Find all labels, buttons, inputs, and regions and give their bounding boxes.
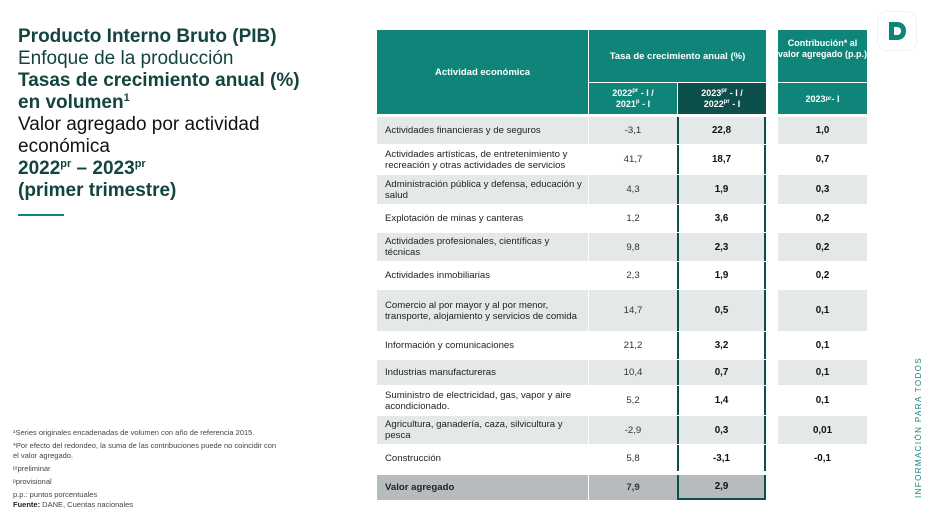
page-title: Producto Interno Bruto (PIB): [18, 26, 277, 47]
rate-2022: -3,1: [588, 117, 677, 144]
contribution-value: 0,1: [778, 386, 867, 416]
rate-2022: 5,2: [588, 386, 677, 415]
activity-label: Construcción: [377, 445, 588, 471]
table-row: Actividades inmobiliarias 2,3 1,9: [377, 262, 766, 290]
total-rate-2022: 7,9: [588, 475, 677, 500]
growth-table: Actividad económica Tasa de crecimiento …: [377, 30, 766, 501]
footnote-provisional: ᵖprovisional: [13, 477, 52, 487]
header-growth-rate: Tasa de crecimiento anual (%): [589, 30, 766, 82]
rate-2023: 0,5: [677, 290, 766, 331]
table-row: Suministro de electricidad, gas, vapor y…: [377, 386, 766, 416]
footnote-series: ¹Series originales encadenadas de volume…: [13, 428, 255, 437]
subtitle-volume: en volumen1: [18, 92, 130, 113]
rate-2022: -2,9: [588, 416, 677, 444]
total-label: Valor agregado: [385, 482, 455, 493]
rate-2022: 10,4: [588, 360, 677, 385]
rate-2023: 1,4: [677, 386, 766, 415]
header-contribution: Contribución* al valor agregado (p.p.): [778, 30, 867, 82]
rate-2022: 5,8: [588, 445, 677, 471]
footnote-pp: p.p.: puntos porcentuales: [13, 490, 98, 500]
contribution-value: 0,1: [778, 290, 867, 332]
rate-2022: 14,7: [588, 290, 677, 331]
side-tagline-text: INFORMACIÓN PARA TODOS: [914, 356, 923, 498]
contribution-value: 0,01: [778, 416, 867, 445]
contribution-value: -0,1: [778, 445, 867, 472]
rate-2023: 3,6: [677, 205, 766, 232]
footnotes: ¹Series originales encadenadas de volume…: [13, 428, 278, 509]
footnote-source: Fuente: DANE, Cuentas nacionales: [13, 499, 134, 509]
rate-2022: 41,7: [588, 145, 677, 174]
rate-2023: 1,9: [677, 262, 766, 289]
subtitle-quarter: (primer trimestre): [18, 180, 177, 201]
table-row: Construcción 5,8 -3,1: [377, 445, 766, 472]
title-block: Producto Interno Bruto (PIB) Enfoque de …: [18, 26, 348, 202]
contribution-value: 0,2: [778, 233, 867, 262]
rate-2023: 22,8: [677, 117, 766, 144]
table-row: Actividades profesionales, científicas y…: [377, 233, 766, 262]
table-row: Actividades artísticas, de entretenimien…: [377, 145, 766, 175]
activity-label: Administración pública y defensa, educac…: [385, 178, 582, 201]
subtitle-years: 2022pr – 2023pr: [18, 158, 146, 179]
rate-2022: 1,2: [588, 205, 677, 232]
rate-2023: 2,3: [677, 233, 766, 261]
contribution-value: 0,7: [778, 145, 867, 175]
title-divider: [18, 214, 64, 216]
header-activity: Actividad económica: [377, 30, 588, 114]
table-row-total: Valor agregado 7,9 2,9: [377, 475, 766, 501]
dane-logo-icon: [878, 12, 916, 50]
contribution-header: Contribución* al valor agregado (p.p.) 2…: [778, 30, 867, 114]
rate-2023: 3,2: [677, 332, 766, 359]
activity-label: Actividades artísticas, de entretenimien…: [377, 145, 588, 174]
activity-label: Información y comunicaciones: [377, 332, 588, 359]
header-2022-vs-2021: 2022pr - I / 2021p - I: [589, 83, 677, 114]
table-row: Administración pública y defensa, educac…: [377, 175, 766, 205]
header-contribution-period: 2023 pr - I: [778, 83, 867, 114]
footnote-rounding: *Por efecto del redondeo, la suma de las…: [13, 441, 277, 460]
total-rate-2023: 2,9: [677, 475, 766, 500]
activity-label: Agricultura, ganadería, caza, silvicultu…: [385, 419, 563, 441]
activity-label: Comercio al por mayor y al por menor, tr…: [385, 299, 577, 322]
contribution-value: 0,2: [778, 262, 867, 290]
subtitle-value-added: Valor agregado por actividad: [18, 114, 260, 135]
table-row: Actividades financieras y de seguros -3,…: [377, 117, 766, 145]
activity-label: Industrias manufactureras: [385, 367, 496, 378]
rate-2022: 2,3: [588, 262, 677, 289]
rate-2023: -3,1: [677, 445, 766, 471]
activity-label: Actividades inmobiliarias: [377, 262, 588, 289]
contribution-table: Contribución* al valor agregado (p.p.) 2…: [778, 30, 867, 472]
table-row: Industrias manufactureras 10,4 0,7: [377, 360, 766, 386]
contribution-value: 1,0: [778, 117, 867, 145]
subtitle-economic: económica: [18, 136, 110, 157]
activity-label: Suministro de electricidad, gas, vapor y…: [377, 386, 588, 415]
contribution-value: 0,1: [778, 332, 867, 360]
rate-2023: 1,9: [677, 175, 766, 204]
activity-label: Explotación de minas y canteras: [377, 205, 588, 232]
header-2023-vs-2022: 2023pr - I / 2022pr - I: [678, 83, 766, 114]
rate-2023: 0,3: [677, 416, 766, 444]
footnote-preliminary: ᵖʳpreliminar: [13, 463, 51, 473]
table-row: Agricultura, ganadería, caza, silvicultu…: [377, 416, 766, 445]
rate-2022: 21,2: [588, 332, 677, 359]
table-row: Información y comunicaciones 21,2 3,2: [377, 332, 766, 360]
rate-2022: 4,3: [588, 175, 677, 204]
rate-2023: 18,7: [677, 145, 766, 174]
contribution-value: 0,2: [778, 205, 867, 233]
side-tagline: INFORMACIÓN PARA TODOS: [903, 348, 923, 498]
contribution-value: 0,3: [778, 175, 867, 205]
rate-2022: 9,8: [588, 233, 677, 261]
table-row: Explotación de minas y canteras 1,2 3,6: [377, 205, 766, 233]
rate-2023: 0,7: [677, 360, 766, 385]
activity-label: Actividades profesionales, científicas y…: [385, 236, 550, 258]
subtitle-rates: Tasas de crecimiento anual (%): [18, 70, 300, 91]
table-row: Comercio al por mayor y al por menor, tr…: [377, 290, 766, 332]
contribution-value: 0,1: [778, 360, 867, 386]
subtitle-approach: Enfoque de la producción: [18, 48, 234, 69]
activity-label: Actividades financieras y de seguros: [385, 125, 541, 136]
growth-table-header: Actividad económica Tasa de crecimiento …: [377, 30, 766, 114]
